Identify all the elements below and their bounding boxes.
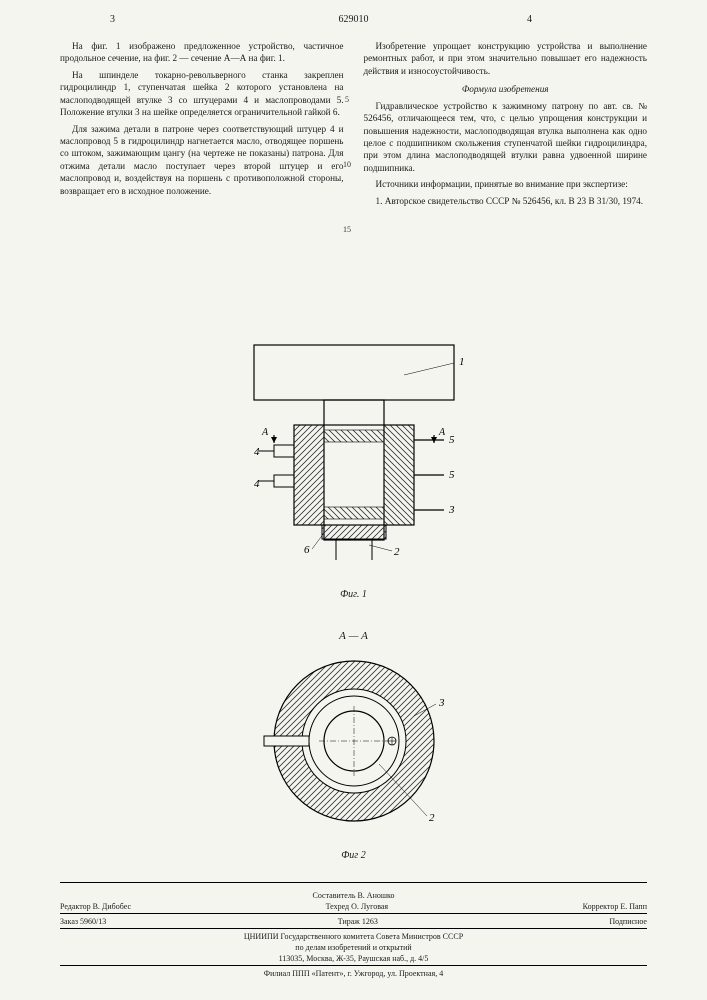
footer-filial: Филиал ППП «Патент», г. Ужгород, ул. Про… [60,965,647,978]
fig2-caption: Фиг 2 [0,850,707,861]
section-title: Формула изобретения [364,83,648,95]
footer-editor: Редактор В. Дибобес [60,902,131,911]
para-a3: Для зажима детали в патроне через соотве… [60,123,344,198]
fig1-label-5b: 5 [449,469,455,481]
page-number-left: 3 [110,14,115,25]
line-marker-15: 15 [343,225,351,234]
para-b2: Гидравлическое устройство к зажимному па… [364,100,648,175]
footer-tiraz: Тираж 1263 [338,917,378,926]
fig1-caption: Фиг. 1 [0,589,707,600]
fig1-label-3: 3 [448,504,455,516]
fig1-label-A-left: А [261,427,269,438]
para-a2: На шпинделе токарно-револьверного станка… [60,69,344,119]
para-b3: Источники информации, принятые во вниман… [364,178,648,190]
figure-2: 3 2 [244,646,464,846]
fig1-label-A-right: А [438,427,446,438]
fig1-label-1: 1 [459,356,465,368]
footer-corrector: Корректор Е. Папп [583,902,647,911]
fig1-label-6: 6 [304,544,310,556]
footer-compiler: Составитель В. Аношко [60,891,647,900]
fig1-label-5a: 5 [449,434,455,446]
fig2-section-label: А — А [0,630,707,642]
para-b1: Изобретение упрощает конструкцию устройс… [364,40,648,77]
fig1-label-2: 2 [394,546,400,558]
footer-org2: по делам изобретений и открытий [60,943,647,952]
footer-org1: ЦНИИПИ Государственного комитета Совета … [60,928,647,941]
figures-container: 1 А А 4 4 5 5 3 6 2 Фиг. 1 А — А [0,335,707,861]
figure-1: 1 А А 4 4 5 5 3 6 2 [204,335,504,585]
text-columns: На фиг. 1 изображено предложенное устрой… [60,40,647,211]
document-number: 629010 [339,14,369,25]
para-b4: 1. Авторское свидетельство СССР № 526456… [364,195,648,207]
fig1-label-4: 4 [254,446,260,458]
footer-podpis: Подписное [609,917,647,926]
fig1-label-4b: 4 [254,478,260,490]
para-a1: На фиг. 1 изображено предложенное устрой… [60,40,344,65]
footer: Составитель В. Аношко Редактор В. Дибобе… [60,882,647,980]
footer-order: Заказ 5960/13 [60,917,106,926]
page-number-right: 4 [527,14,532,25]
column-left: На фиг. 1 изображено предложенное устрой… [60,40,344,211]
column-right: Изобретение упрощает конструкцию устройс… [364,40,648,211]
footer-tech: Техред О. Луговая [326,902,389,911]
fig2-label-3: 3 [438,697,445,709]
fig2-label-2: 2 [429,812,435,824]
footer-addr: 113035, Москва, Ж-35, Раушская наб., д. … [60,954,647,963]
